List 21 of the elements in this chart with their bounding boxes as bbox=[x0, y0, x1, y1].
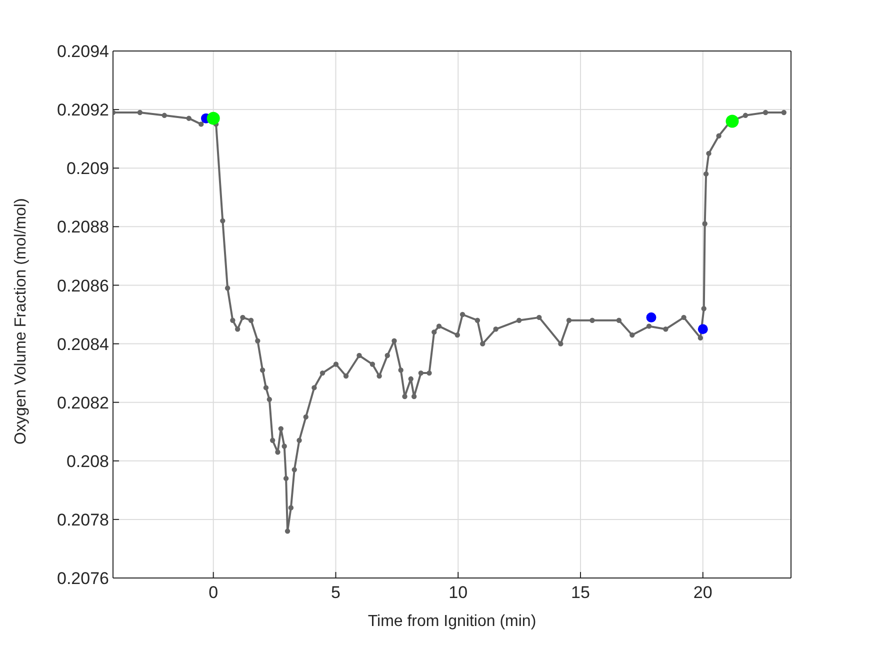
point bbox=[206, 112, 220, 125]
point bbox=[646, 312, 656, 322]
y-tick-label: 0.208 bbox=[66, 452, 109, 471]
x-tick-label: 10 bbox=[448, 583, 468, 602]
y-tick-label: 0.209 bbox=[66, 159, 109, 178]
y-tick-label: 0.2088 bbox=[57, 218, 109, 237]
point bbox=[726, 114, 739, 128]
y-tick-label: 0.2078 bbox=[57, 510, 109, 530]
y-axis-title: Oxygen Volume Fraction (mol/mol) bbox=[12, 198, 30, 444]
x-axis-title: Time from Ignition (min) bbox=[368, 613, 536, 630]
x-tick-label: 20 bbox=[693, 583, 712, 602]
point bbox=[698, 324, 708, 334]
y-tick-label: 0.2086 bbox=[57, 276, 109, 296]
y-tick-label: 0.2092 bbox=[57, 100, 109, 120]
y-tick-label: 0.2084 bbox=[57, 334, 109, 354]
y-tick-label: 0.2082 bbox=[57, 393, 109, 412]
y-tick-label: 0.2076 bbox=[57, 569, 109, 588]
x-tick-label: 15 bbox=[571, 583, 590, 602]
x-tick-label: 0 bbox=[208, 583, 218, 602]
y-tick-label: 0.2094 bbox=[57, 42, 109, 62]
x-tick-label: 5 bbox=[331, 583, 340, 602]
